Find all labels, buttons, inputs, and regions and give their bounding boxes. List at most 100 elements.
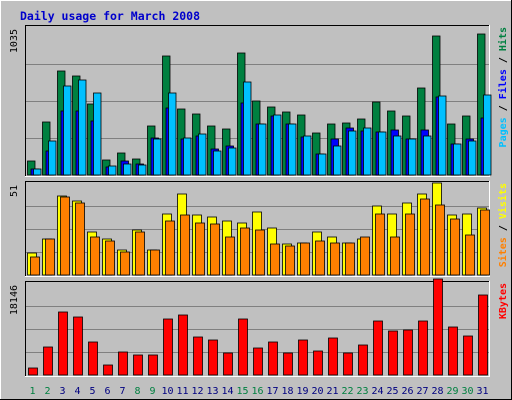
bar-kbytes-day-27 — [418, 320, 428, 376]
bar-pages-day-23 — [363, 127, 372, 176]
bar-kbytes-day-4 — [73, 316, 83, 376]
x-tick-label-day-10: 10 — [161, 386, 173, 397]
bar-kbytes-day-10 — [163, 318, 173, 376]
bar-kbytes-day-23 — [358, 344, 368, 376]
x-tick-label-day-4: 4 — [74, 386, 80, 397]
panel-top-ymax-label: 1035 — [9, 29, 20, 53]
x-tick-label-day-16: 16 — [251, 386, 263, 397]
series-kbytes — [28, 278, 488, 376]
x-tick-label-day-6: 6 — [104, 386, 110, 397]
bar-sites-day-11 — [180, 214, 190, 276]
bar-pages-day-30 — [468, 140, 477, 176]
x-tick-label-day-29: 29 — [446, 386, 458, 397]
bar-pages-day-11 — [183, 137, 192, 176]
x-tick-label-day-12: 12 — [191, 386, 203, 397]
series-sites — [30, 196, 490, 276]
x-tick-label-day-27: 27 — [416, 386, 428, 397]
bar-pages-day-5 — [93, 92, 102, 176]
bar-pages-day-6 — [108, 165, 117, 176]
bar-pages-day-15 — [243, 81, 252, 176]
bar-sites-day-18 — [285, 245, 295, 276]
panel-middle-legend: Sites / Visits — [497, 183, 509, 267]
x-tick-label-day-21: 21 — [326, 386, 338, 397]
bar-pages-day-2 — [48, 140, 57, 176]
bar-sites-day-20 — [315, 240, 325, 276]
x-tick-label-day-28: 28 — [431, 386, 443, 397]
bar-kbytes-day-30 — [463, 335, 473, 376]
bar-pages-day-18 — [288, 123, 297, 176]
bar-kbytes-day-31 — [478, 294, 488, 376]
bar-pages-day-1 — [33, 168, 42, 176]
x-tick-label-day-22: 22 — [341, 386, 353, 397]
panel-top-legend-part-4: Hits — [497, 27, 509, 51]
x-tick-label-day-3: 3 — [59, 386, 65, 397]
bar-sites-day-23 — [360, 236, 370, 276]
bar-sites-day-31 — [480, 209, 490, 276]
bar-pages-day-27 — [423, 135, 432, 176]
bar-sites-day-14 — [225, 236, 235, 276]
bar-kbytes-day-17 — [268, 341, 278, 376]
x-tick-label-day-11: 11 — [176, 386, 188, 397]
panel-middle: 51 Sites / Visits — [9, 181, 509, 277]
bar-sites-day-24 — [375, 213, 385, 276]
x-tick-label-day-24: 24 — [371, 386, 383, 397]
bar-sites-day-30 — [465, 234, 475, 276]
x-axis-labels: 1 2 3 4 5 6 7 8 9 10 11 12 13 14 15 16 17 18 19 20 21 22 23 24 2… — [29, 386, 488, 397]
x-tick-label-day-9: 9 — [149, 386, 155, 397]
x-tick-label-day-19: 19 — [296, 386, 308, 397]
bar-pages-day-13 — [213, 150, 222, 176]
bar-pages-day-8 — [138, 164, 147, 176]
x-tick-label-day-18: 18 — [281, 386, 293, 397]
bar-kbytes-day-22 — [343, 352, 353, 376]
bar-kbytes-day-21 — [328, 337, 338, 376]
bar-kbytes-day-13 — [208, 339, 218, 376]
bar-pages-day-10 — [168, 92, 177, 176]
bar-pages-day-17 — [273, 114, 282, 176]
bar-sites-day-8 — [135, 231, 145, 276]
bar-kbytes-day-1 — [28, 367, 38, 376]
bar-pages-day-31 — [483, 94, 492, 176]
bar-kbytes-day-12 — [193, 336, 203, 376]
x-tick-label-day-13: 13 — [206, 386, 218, 397]
bar-pages-day-12 — [198, 133, 207, 176]
bar-kbytes-day-18 — [283, 352, 293, 376]
bar-sites-day-3 — [60, 196, 70, 276]
bar-pages-day-9 — [153, 138, 162, 176]
panel-middle-legend-part-1: / — [498, 219, 509, 237]
bar-sites-day-10 — [165, 220, 175, 276]
bar-pages-day-14 — [228, 147, 237, 176]
x-tick-label-day-15: 15 — [236, 386, 248, 397]
panel-top-legend-part-0: Pages — [498, 117, 509, 147]
bar-kbytes-day-25 — [388, 330, 398, 376]
x-tick-label-day-7: 7 — [119, 386, 125, 397]
panel-top-legend-part-2: Files — [497, 69, 509, 99]
bar-sites-day-1 — [30, 256, 40, 276]
x-tick-label-day-14: 14 — [221, 386, 233, 397]
bar-sites-day-19 — [300, 242, 310, 276]
x-tick-label-day-17: 17 — [266, 386, 278, 397]
bar-pages-day-19 — [303, 135, 312, 176]
bar-pages-day-24 — [378, 131, 387, 176]
bar-pages-day-20 — [318, 153, 327, 176]
bar-kbytes-day-6 — [103, 364, 113, 376]
bar-sites-day-2 — [45, 238, 55, 276]
bar-sites-day-15 — [240, 227, 250, 276]
bar-sites-day-9 — [150, 249, 160, 276]
bar-pages-day-29 — [453, 143, 462, 176]
x-tick-label-day-5: 5 — [89, 386, 95, 397]
bar-kbytes-day-15 — [238, 318, 248, 376]
x-tick-label-day-8: 8 — [134, 386, 140, 397]
bar-pages-day-22 — [348, 130, 357, 176]
panel-top-legend-part-3: / — [498, 51, 509, 69]
bar-sites-day-5 — [90, 236, 100, 276]
chart-title: Daily usage for March 2008 — [20, 9, 200, 23]
bar-sites-day-12 — [195, 222, 205, 276]
panel-bottom-ymax-label: 18146 — [9, 285, 20, 315]
x-tick-label-day-31: 31 — [476, 386, 488, 397]
bar-kbytes-day-2 — [43, 346, 53, 376]
bar-sites-day-25 — [390, 236, 400, 276]
bar-pages-day-25 — [393, 135, 402, 176]
bar-kbytes-day-29 — [448, 326, 458, 376]
x-tick-label-day-25: 25 — [386, 386, 398, 397]
